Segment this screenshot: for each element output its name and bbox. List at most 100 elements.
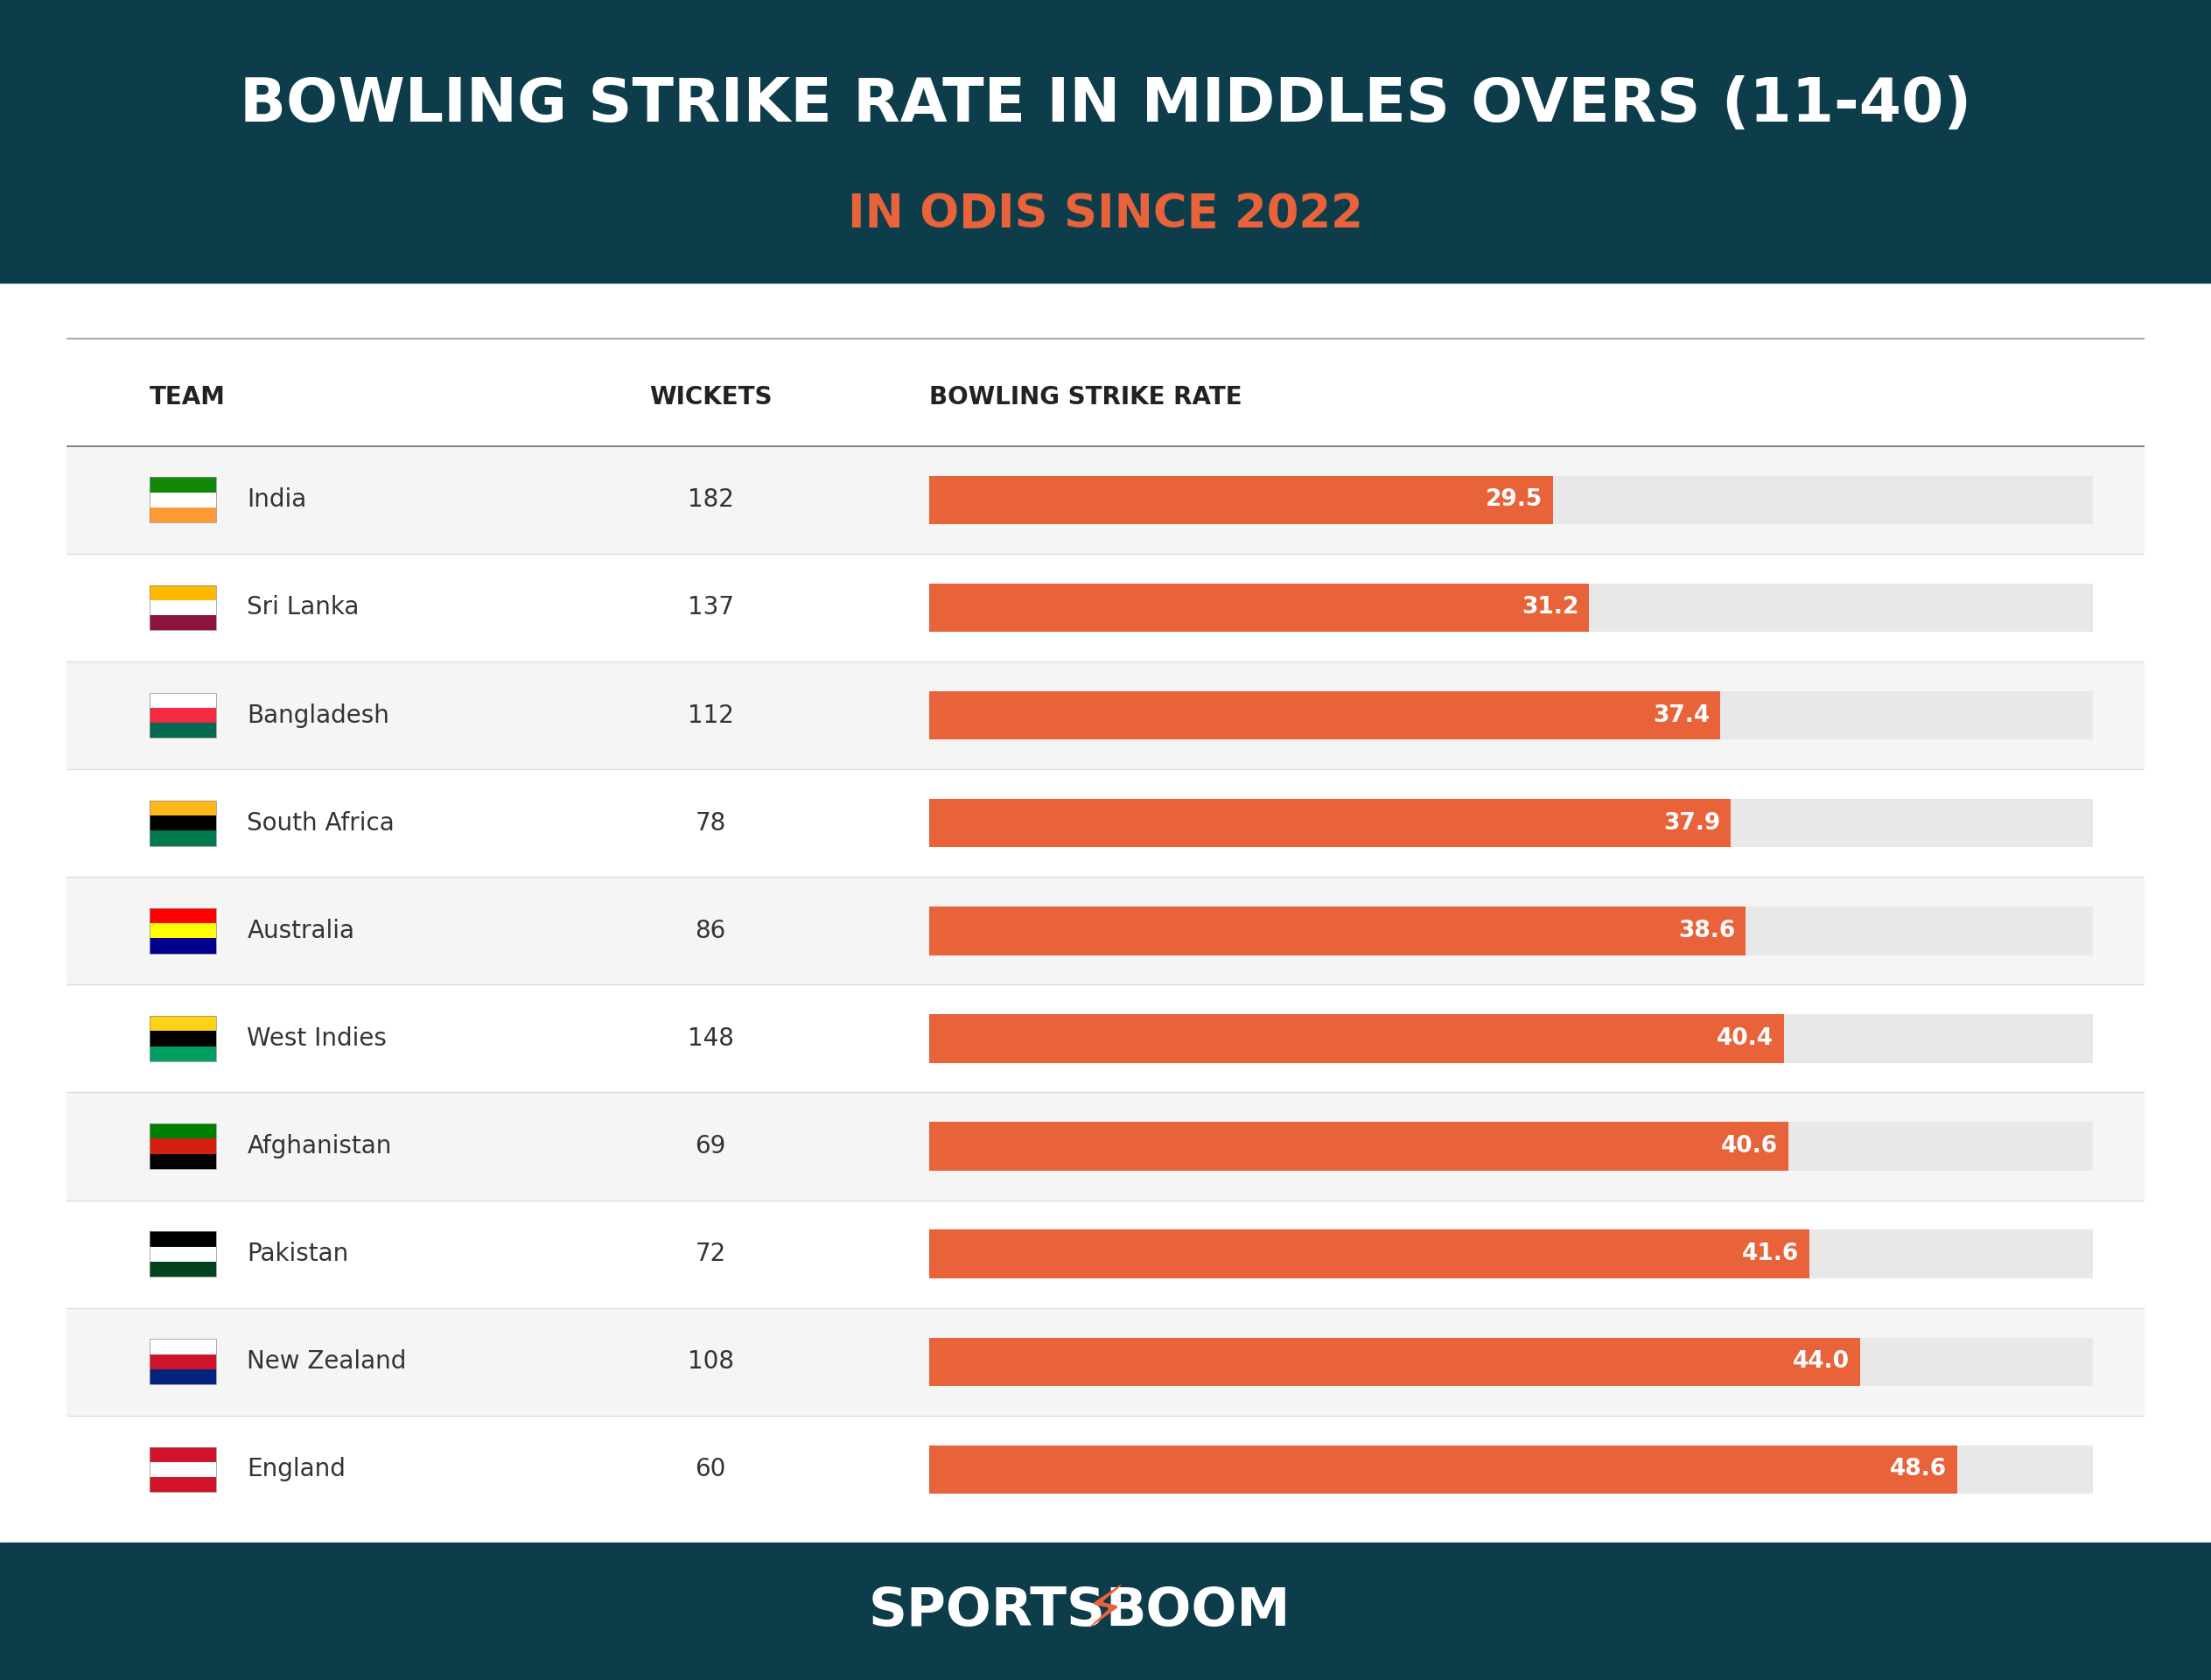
Text: TEAM: TEAM bbox=[150, 385, 226, 410]
Text: 86: 86 bbox=[694, 919, 725, 942]
Text: 60: 60 bbox=[694, 1457, 725, 1482]
Text: West Indies: West Indies bbox=[248, 1026, 387, 1050]
Text: 112: 112 bbox=[688, 704, 734, 727]
Bar bbox=[929, 1015, 1784, 1063]
Bar bbox=[150, 1124, 217, 1139]
Bar bbox=[66, 554, 2145, 662]
Bar bbox=[150, 692, 217, 738]
Bar bbox=[929, 907, 2094, 954]
Bar bbox=[150, 1247, 217, 1262]
Bar bbox=[66, 769, 2145, 877]
Bar bbox=[150, 800, 217, 845]
Text: IN ODIS SINCE 2022: IN ODIS SINCE 2022 bbox=[847, 192, 1364, 237]
Bar bbox=[150, 1231, 217, 1277]
Bar bbox=[150, 707, 217, 722]
Bar bbox=[929, 1015, 2094, 1063]
Bar bbox=[929, 475, 1552, 524]
Bar bbox=[929, 1445, 2094, 1494]
Text: 44.0: 44.0 bbox=[1793, 1351, 1851, 1373]
Text: WICKETS: WICKETS bbox=[650, 385, 772, 410]
Bar bbox=[150, 1462, 217, 1477]
Bar bbox=[150, 1032, 217, 1047]
Bar bbox=[150, 939, 217, 954]
Bar bbox=[929, 583, 2094, 632]
Bar bbox=[150, 1016, 217, 1032]
Bar bbox=[150, 615, 217, 630]
Bar bbox=[929, 1337, 1859, 1386]
Bar bbox=[929, 583, 1590, 632]
Bar bbox=[66, 1092, 2145, 1200]
Bar bbox=[150, 477, 217, 522]
Bar bbox=[66, 447, 2145, 554]
Bar bbox=[150, 1047, 217, 1062]
Text: 48.6: 48.6 bbox=[1890, 1458, 1948, 1480]
Text: Afghanistan: Afghanistan bbox=[248, 1134, 391, 1159]
Bar bbox=[929, 907, 1747, 954]
Text: 78: 78 bbox=[694, 811, 725, 835]
Bar bbox=[66, 877, 2145, 984]
Bar bbox=[150, 830, 217, 845]
Text: ⚡: ⚡ bbox=[1086, 1583, 1125, 1640]
Bar bbox=[150, 1231, 217, 1247]
Text: Pakistan: Pakistan bbox=[248, 1242, 349, 1267]
Bar bbox=[150, 1139, 217, 1154]
Bar bbox=[66, 984, 2145, 1092]
Bar bbox=[150, 1016, 217, 1062]
Text: 137: 137 bbox=[688, 595, 734, 620]
Text: 108: 108 bbox=[688, 1349, 734, 1374]
Bar bbox=[929, 800, 2094, 847]
Bar bbox=[150, 1339, 217, 1354]
Text: Australia: Australia bbox=[248, 919, 354, 942]
Bar bbox=[929, 475, 2094, 524]
Bar bbox=[150, 800, 217, 815]
Text: 31.2: 31.2 bbox=[1521, 596, 1579, 618]
Bar bbox=[929, 800, 1731, 847]
Bar bbox=[929, 1230, 1809, 1278]
Text: Sri Lanka: Sri Lanka bbox=[248, 595, 360, 620]
Text: 37.9: 37.9 bbox=[1663, 811, 1720, 835]
Bar bbox=[66, 1307, 2145, 1416]
Bar bbox=[150, 585, 217, 600]
Bar bbox=[150, 507, 217, 522]
Bar bbox=[150, 924, 217, 939]
Bar bbox=[66, 662, 2145, 769]
Text: 182: 182 bbox=[688, 487, 734, 512]
Text: 38.6: 38.6 bbox=[1678, 919, 1736, 942]
Bar bbox=[150, 692, 217, 707]
Text: BOWLING STRIKE RATE IN MIDDLES OVERS (11-40): BOWLING STRIKE RATE IN MIDDLES OVERS (11… bbox=[239, 76, 1972, 134]
Bar bbox=[929, 1445, 1957, 1494]
Bar bbox=[66, 1416, 2145, 1524]
Bar bbox=[150, 1446, 217, 1462]
Bar bbox=[150, 909, 217, 954]
Bar bbox=[150, 1124, 217, 1169]
Text: England: England bbox=[248, 1457, 345, 1482]
Bar bbox=[150, 1262, 217, 1277]
Bar bbox=[929, 1122, 2094, 1171]
Text: 37.4: 37.4 bbox=[1654, 704, 1709, 727]
Bar bbox=[150, 492, 217, 507]
Bar bbox=[929, 690, 1720, 739]
Text: 40.6: 40.6 bbox=[1720, 1136, 1778, 1158]
Bar bbox=[929, 690, 2094, 739]
Bar bbox=[150, 1477, 217, 1492]
Text: SPORTS: SPORTS bbox=[869, 1586, 1106, 1636]
Bar bbox=[150, 909, 217, 924]
Bar bbox=[150, 1339, 217, 1384]
Text: BOOM: BOOM bbox=[1106, 1586, 1291, 1636]
Bar bbox=[150, 1369, 217, 1384]
Bar bbox=[150, 600, 217, 615]
Bar bbox=[150, 585, 217, 630]
Bar bbox=[150, 722, 217, 738]
Text: India: India bbox=[248, 487, 307, 512]
Text: 29.5: 29.5 bbox=[1486, 489, 1543, 511]
Bar bbox=[150, 1154, 217, 1169]
Bar bbox=[150, 1354, 217, 1369]
Text: 148: 148 bbox=[688, 1026, 734, 1050]
Bar bbox=[150, 477, 217, 492]
Bar bbox=[66, 1200, 2145, 1307]
Bar bbox=[929, 1337, 2094, 1386]
Text: 69: 69 bbox=[694, 1134, 725, 1159]
Text: 40.4: 40.4 bbox=[1716, 1026, 1773, 1050]
Bar bbox=[929, 1230, 2094, 1278]
Text: South Africa: South Africa bbox=[248, 811, 396, 835]
